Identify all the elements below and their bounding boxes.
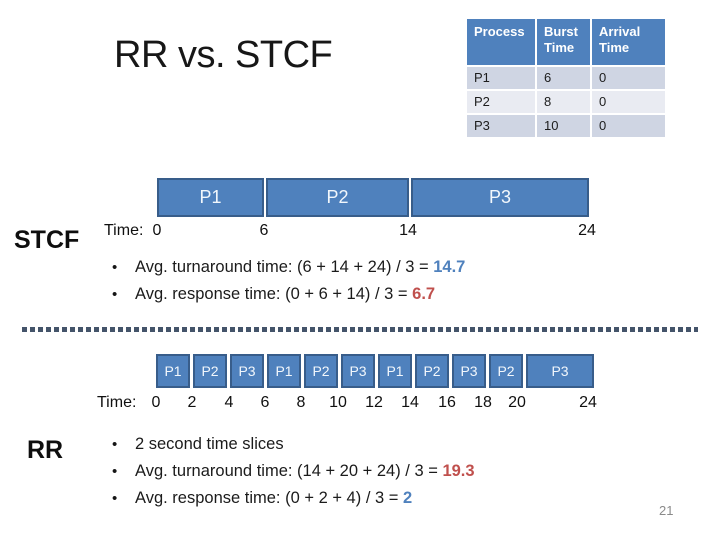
rr-bullet-timeslice: 2 second time slices [112,431,475,458]
process-table: Process Burst Time Arrival Time P1 6 0 P… [465,17,667,139]
cell-arrival: 0 [592,115,665,137]
stcf-bullet-response: Avg. response time: (0 + 6 + 14) / 3 = 6… [112,281,465,308]
stcf-axis-tick: 6 [259,222,269,239]
cell-arrival: 0 [592,67,665,89]
cell-burst: 10 [537,115,590,137]
rr-gantt-chart: P1 P2 P3 P1 P2 P3 P1 P2 P3 P2 P3 [156,354,594,388]
table-row: P3 10 0 [467,115,665,137]
stcf-gantt-segment: P2 [266,178,409,217]
table-header-row: Process Burst Time Arrival Time [467,19,665,65]
rr-gantt-segment: P1 [267,354,301,388]
header-cell-process: Process [467,19,535,65]
stcf-time-prefix: Time: [104,222,144,239]
rr-gantt-segment: P1 [156,354,190,388]
stcf-axis-tick: 0 [152,222,162,239]
rr-axis-tick: 20 [508,394,526,411]
bullet-value: 14.7 [433,258,466,276]
rr-gantt-segment: P2 [415,354,449,388]
rr-bullet-turnaround: Avg. turnaround time: (14 + 20 + 24) / 3… [112,458,475,485]
cell-arrival: 0 [592,91,665,113]
table-row: P1 6 0 [467,67,665,89]
rr-time-prefix: Time: [97,394,137,411]
rr-axis-tick: 16 [438,394,456,411]
stcf-gantt-segment: P3 [411,178,589,217]
slide-title: RR vs. STCF [114,34,333,76]
rr-gantt-segment: P1 [378,354,412,388]
bullet-value: 2 [402,489,413,507]
stcf-bullet-list: Avg. turnaround time: (6 + 14 + 24) / 3 … [112,254,465,308]
table-row: P2 8 0 [467,91,665,113]
rr-gantt-segment: P2 [489,354,523,388]
bullet-text: Avg. turnaround time: (14 + 20 + 24) / 3… [135,462,443,480]
bullet-text: Avg. turnaround time: (6 + 14 + 24) / 3 … [135,258,434,276]
rr-gantt-segment: P3 [452,354,486,388]
rr-axis-tick: 14 [401,394,419,411]
cell-burst: 8 [537,91,590,113]
bullet-value: 19.3 [442,462,475,480]
rr-gantt-segment: P2 [304,354,338,388]
process-table-header: Process Burst Time Arrival Time [467,19,665,65]
bullet-text: Avg. response time: (0 + 6 + 14) / 3 = [135,285,413,303]
rr-gantt-segment: P3 [526,354,594,388]
rr-gantt-segment: P3 [341,354,375,388]
rr-section-label: RR [27,436,64,464]
stcf-axis-tick: 14 [399,222,417,239]
cell-process: P3 [467,115,535,137]
stcf-axis-tick: 24 [578,222,596,239]
rr-axis-tick: 6 [260,394,270,411]
stcf-bullet-turnaround: Avg. turnaround time: (6 + 14 + 24) / 3 … [112,254,465,281]
header-cell-burst-time: Burst Time [537,19,590,65]
rr-axis-tick: 4 [224,394,234,411]
rr-axis-tick: 8 [296,394,306,411]
bullet-text: 2 second time slices [135,435,284,453]
bullet-value: 6.7 [412,285,436,303]
dotted-divider [22,327,698,332]
rr-gantt-segment: P2 [193,354,227,388]
rr-axis-tick: 24 [579,394,597,411]
page-number: 21 [659,503,674,518]
rr-gantt-segment: P3 [230,354,264,388]
stcf-gantt-segment: P1 [157,178,264,217]
rr-axis-tick: 0 [151,394,161,411]
rr-axis-tick: 10 [329,394,347,411]
stcf-section-label: STCF [14,226,80,254]
cell-burst: 6 [537,67,590,89]
cell-process: P2 [467,91,535,113]
bullet-text: Avg. response time: (0 + 2 + 4) / 3 = [135,489,403,507]
rr-bullet-list: 2 second time slices Avg. turnaround tim… [112,431,475,512]
cell-process: P1 [467,67,535,89]
header-cell-arrival-time: Arrival Time [592,19,665,65]
rr-bullet-response: Avg. response time: (0 + 2 + 4) / 3 = 2 [112,485,475,512]
rr-axis-tick: 18 [474,394,492,411]
rr-axis-tick: 2 [187,394,197,411]
stcf-gantt-chart: P1 P2 P3 [157,178,589,217]
rr-axis-tick: 12 [365,394,383,411]
